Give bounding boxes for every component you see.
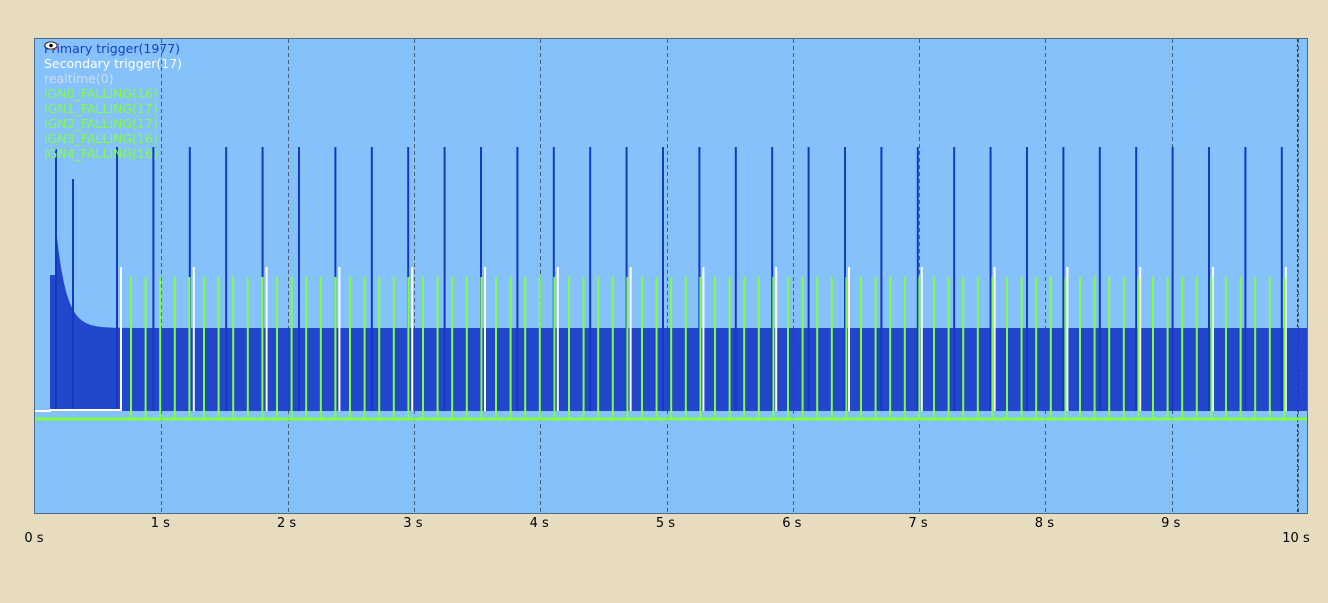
legend-label: realtime(0) [44, 71, 114, 86]
legend-item: IGN1_FALLING(17) [44, 41, 186, 116]
x-tick-label: 5 s [655, 516, 676, 531]
x-tick-label: 8 s [1034, 516, 1054, 531]
trigger-chart-svg [35, 39, 1307, 513]
x-tick-label: 0 s [24, 531, 44, 546]
legend-label: Primary trigger(1977) [44, 41, 181, 56]
primary-trigger-fill [50, 219, 1307, 411]
legend-label: IGN3_FALLING(16) [44, 131, 158, 146]
x-tick-label: 10 s [1282, 531, 1310, 546]
x-tick-label: 6 s [782, 516, 802, 531]
legend-label: IGN1_FALLING(17) [44, 101, 158, 116]
legend-item: realtime(0) [44, 41, 186, 86]
x-tick-label: 7 s [908, 516, 928, 531]
legend-item: IGN4_FALLING(16) [44, 41, 186, 161]
legend-item: Primary trigger(1977) [44, 41, 186, 56]
legend-label: Secondary trigger(17) [44, 56, 183, 71]
legend-item: IGN3_FALLING(16) [44, 41, 186, 146]
x-tick-label: 1 s [150, 516, 170, 531]
legend-label: IGN0_FALLING(16) [44, 86, 158, 101]
trigger-plot[interactable]: Primary trigger(1977) Secondary trigger(1… [34, 38, 1308, 514]
legend-item: IGN2_FALLING(17) [44, 41, 186, 131]
legend: Primary trigger(1977) Secondary trigger(1… [44, 41, 186, 161]
legend-item: Secondary trigger(17) [44, 41, 186, 71]
x-tick-label: 3 s [403, 516, 423, 531]
x-tick-label: 4 s [529, 516, 549, 531]
x-tick-label: 9 s [1161, 516, 1181, 531]
x-tick-label: 2 s [277, 516, 297, 531]
legend-item: IGN0_FALLING(16) [44, 41, 186, 101]
secondary-trigger-baseline [35, 409, 121, 412]
legend-label: IGN4_FALLING(16) [44, 146, 158, 161]
legend-label: IGN2_FALLING(17) [44, 116, 158, 131]
